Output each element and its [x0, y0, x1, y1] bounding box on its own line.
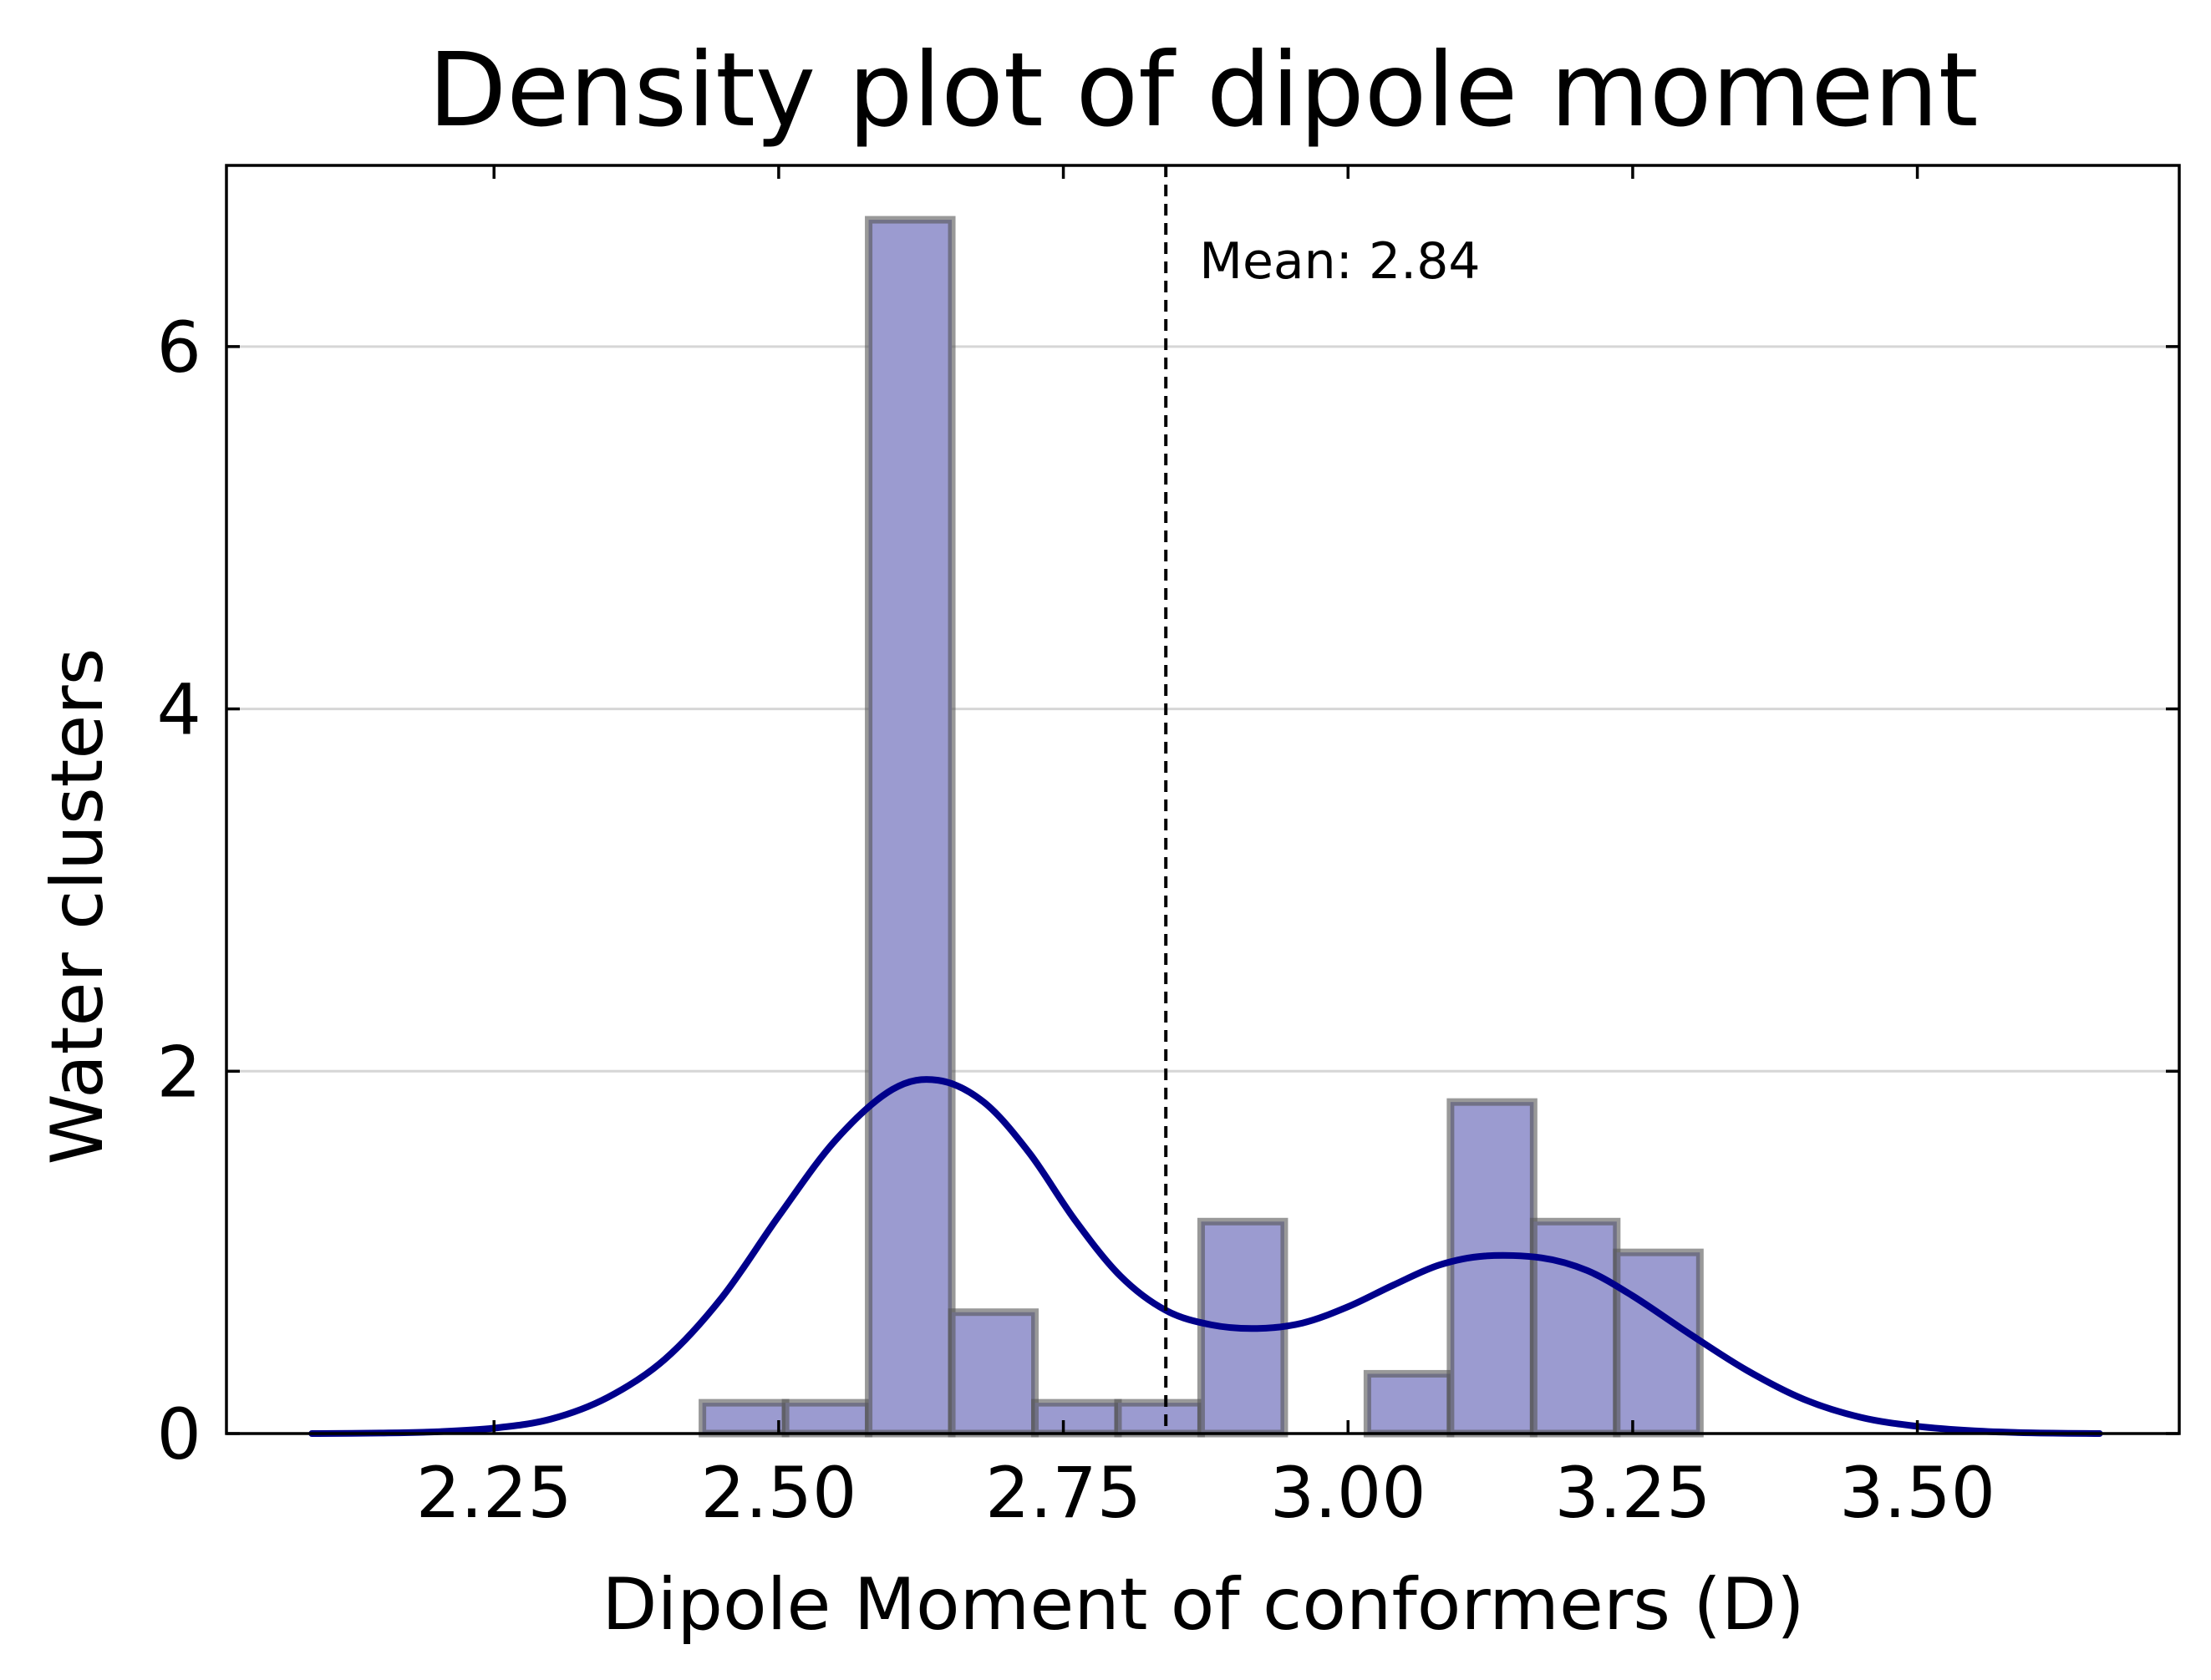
histogram-bar — [1613, 1248, 1704, 1438]
y-tick-label: 2 — [157, 1031, 201, 1113]
mean-marker: Mean: 2.84 — [1164, 165, 1481, 1434]
kde-curve — [308, 1076, 2103, 1437]
y-tick-label: 0 — [157, 1393, 201, 1475]
x-tick-label: 2.75 — [985, 1452, 1141, 1534]
chart-title: Density plot of dipole moment — [428, 31, 1978, 150]
mean-label: Mean: 2.84 — [1199, 232, 1480, 291]
x-tick-label: 3.25 — [1554, 1452, 1710, 1534]
density-curve-layer — [308, 1076, 2103, 1437]
grid-lines — [226, 345, 2179, 1073]
y-axis-label: Water clusters — [36, 648, 119, 1165]
histogram-bar — [948, 1308, 1039, 1438]
histogram-bar — [1114, 1398, 1205, 1438]
y-tick-label: 4 — [157, 669, 201, 751]
histogram-bar — [1446, 1098, 1538, 1438]
x-tick-label: 3.00 — [1270, 1452, 1426, 1534]
plot-frame — [225, 164, 2181, 1435]
x-tick-label: 2.50 — [700, 1452, 856, 1534]
x-tick-label: 2.25 — [416, 1452, 572, 1534]
histogram-bar — [1363, 1369, 1455, 1438]
y-tick-label: 6 — [157, 307, 201, 388]
histogram-bar — [1031, 1398, 1122, 1438]
histogram-bar — [699, 1398, 790, 1438]
histogram-bar — [1529, 1217, 1621, 1438]
axis-ticks: 2.25 2.50 2.75 3.00 3.25 3.50 0 2 4 6 — [157, 165, 2179, 1534]
histogram-bar — [781, 1398, 873, 1438]
x-tick-label: 3.50 — [1839, 1452, 1995, 1534]
x-axis-label: Dipole Moment of conformers (D) — [602, 1563, 1804, 1647]
histogram-bar — [865, 216, 956, 1438]
histogram-bars — [699, 216, 1704, 1438]
